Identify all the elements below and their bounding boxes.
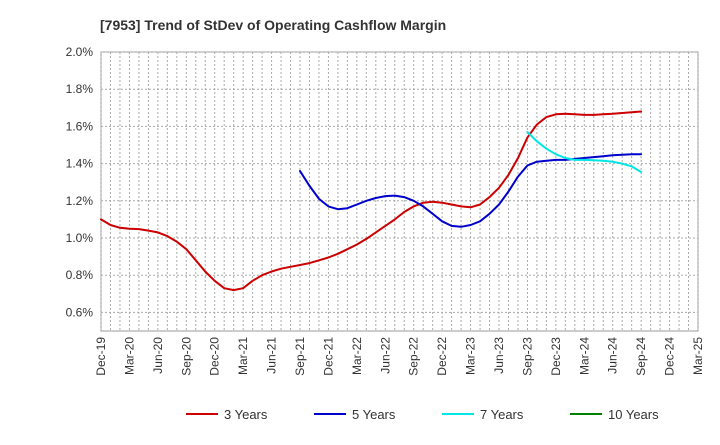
legend-label: 5 Years [352,407,396,422]
x-tick-label: Dec-19 [94,337,108,376]
x-tick-label: Jun-22 [378,337,392,374]
x-tick-label: Sep-21 [293,337,307,376]
y-tick-label: 1.6% [66,119,94,133]
y-tick-label: 0.6% [66,305,94,319]
x-tick-label: Dec-21 [321,337,335,376]
series-line-7-years [526,131,643,173]
x-tick-label: Jun-20 [151,337,165,374]
legend-label: 3 Years [224,407,268,422]
series-lines [100,110,643,292]
y-tick-label: 1.2% [66,194,94,208]
axes: 0.6% 0.8% 1.0% 1.2% 1.4% 1.6% 1.8% 2.0% Dec-19 Ma… [66,45,705,376]
x-tick-label: Dec-22 [435,337,449,376]
x-tick-label: Jun-24 [606,337,620,374]
x-tick-label: Dec-23 [549,337,563,376]
y-tick-label: 2.0% [66,45,94,59]
chart-title: [7953] Trend of StDev of Operating Cashf… [100,17,446,33]
legend-label: 7 Years [480,407,524,422]
legend: 3 Years 5 Years 7 Years 10 Years [186,407,659,422]
x-tick-label: Jun-23 [492,337,506,374]
x-tick-label: Dec-24 [663,337,677,376]
y-tick-label: 1.0% [66,231,94,245]
plot-area [100,51,699,332]
series-line-5-years [299,153,643,228]
x-tick-label: Mar-21 [236,337,250,375]
y-tick-label: 1.8% [66,82,94,96]
x-tick-label: Mar-22 [350,337,364,375]
x-tick-label: Mar-20 [122,337,136,375]
x-tick-label: Sep-23 [520,337,534,376]
x-tick-label: Dec-20 [208,337,222,376]
x-tick-label: Mar-23 [464,337,478,375]
y-tick-label: 1.4% [66,157,94,171]
x-tick-label: Sep-20 [179,337,193,376]
x-tick-label: Sep-22 [407,337,421,376]
x-tick-label: Sep-24 [634,337,648,376]
x-tick-label: Jun-21 [265,337,279,374]
y-tick-label: 0.8% [66,268,94,282]
x-tick-label: Mar-25 [691,337,705,375]
series-line-3-years [100,110,643,292]
x-tick-label: Mar-24 [577,337,591,375]
grid [100,51,699,332]
legend-label: 10 Years [608,407,659,422]
